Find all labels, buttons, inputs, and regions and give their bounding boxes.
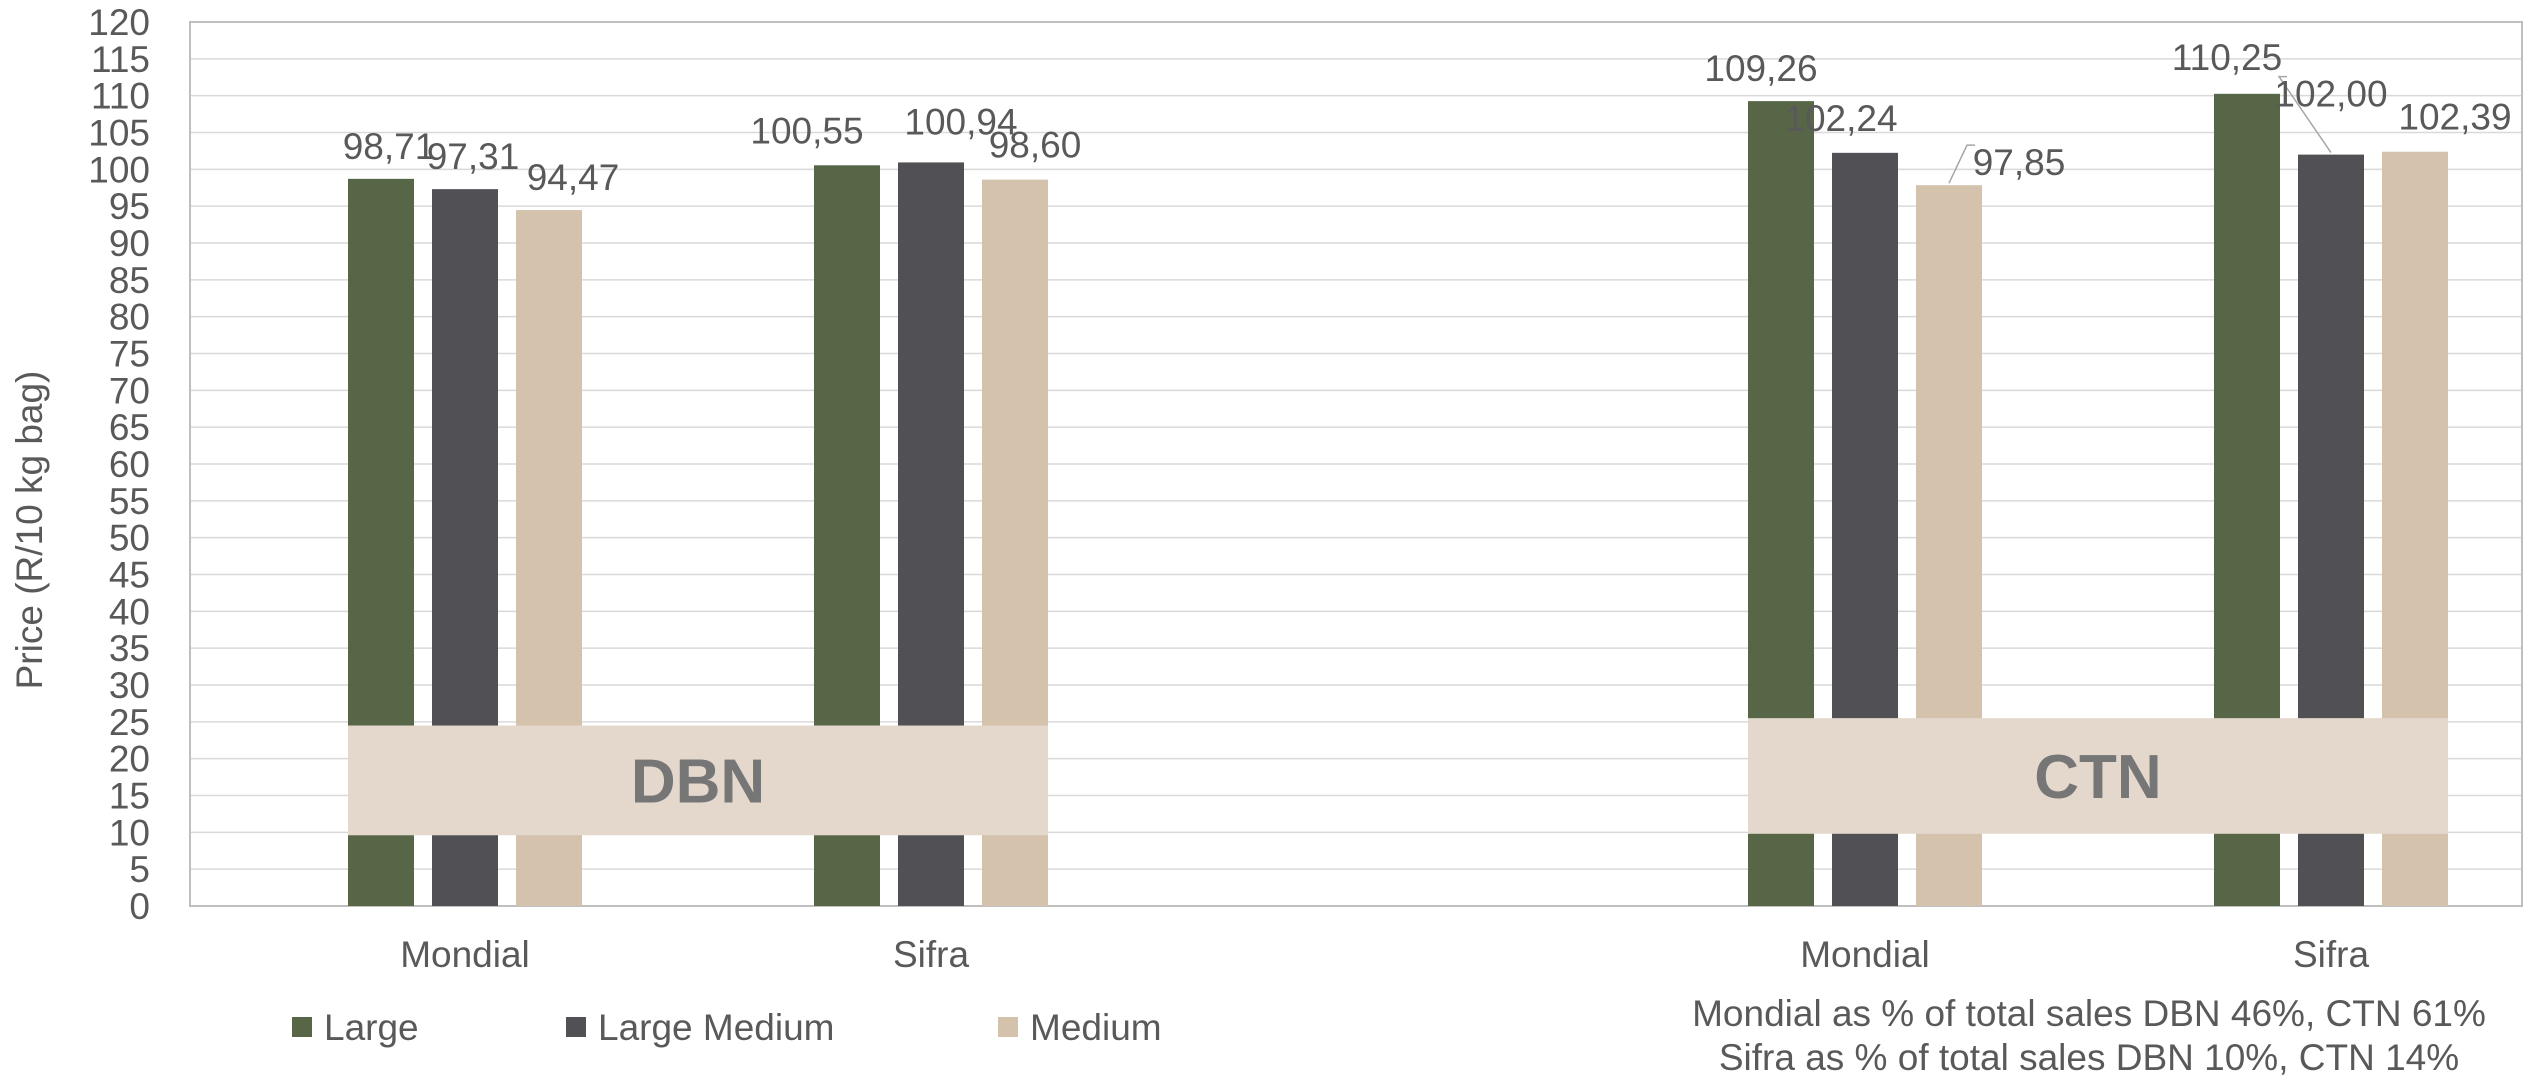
plot-border [189,21,2523,907]
data-label: 97,31 [427,136,520,177]
data-label: 98,60 [989,125,1082,166]
category-label: Mondial [400,934,530,975]
y-tick-label: 110 [91,76,150,117]
y-tick-label: 105 [88,113,150,154]
group-bands: DBN CTN [348,718,2448,836]
y-tick-label: 45 [109,555,150,596]
data-label: 100,55 [750,110,863,151]
y-tick-label: 35 [109,628,150,669]
label-leader-line [1948,144,1975,184]
data-label: 102,39 [2398,97,2511,138]
group-band-dbn [348,725,1048,836]
category-labels: Mondial Sifra Mondial Sifra [400,934,2369,975]
legend-swatch [998,1017,1018,1037]
sales-note: Sifra as % of total sales DBN 10%, CTN 1… [1719,1037,2459,1078]
legend-label: Large Medium [598,1007,835,1048]
data-label: 94,47 [527,157,620,198]
y-tick-label: 115 [91,39,150,80]
category-label: Sifra [2293,934,2370,975]
y-tick-label: 5 [129,849,150,890]
y-tick-label: 10 [109,812,150,853]
y-axis-title: Price (R/10 kg bag) [9,371,50,690]
y-tick-label: 15 [109,776,150,817]
data-label: 100,94 [904,101,1017,142]
y-tick-label: 90 [109,223,150,264]
category-label: Sifra [893,934,970,975]
group-label-dbn: DBN [631,747,765,816]
legend-label: Large [324,1007,419,1048]
data-label: 97,85 [1973,142,2066,183]
y-tick-label: 95 [109,186,150,227]
data-label: 98,71 [343,126,436,167]
y-tick-label: 55 [109,481,150,522]
group-label-ctn: CTN [2034,743,2161,812]
legend-swatch [292,1017,312,1037]
y-tick-label: 65 [109,407,150,448]
y-tick-label: 30 [109,665,150,706]
legend-swatch [566,1017,586,1037]
category-label: Mondial [1800,934,1930,975]
data-label: 102,00 [2274,74,2387,115]
y-tick-label: 80 [109,297,150,338]
y-tick-label: 70 [109,370,150,411]
sales-note: Mondial as % of total sales DBN 46%, CTN… [1692,993,2486,1034]
y-tick-label: 60 [109,444,150,485]
y-tick-label: 75 [109,334,150,375]
data-label: 109,26 [1704,48,1817,89]
y-tick-label: 25 [109,702,150,743]
y-tick-label: 50 [109,518,150,559]
legend-label: Medium [1030,1007,1162,1048]
y-tick-label: 85 [109,260,150,301]
y-tick-label: 120 [88,2,150,43]
y-tick-label: 100 [88,149,150,190]
axes [189,21,2523,907]
legend: Large Large Medium Medium [292,1007,1162,1048]
y-tick-label: 0 [129,886,150,927]
y-tick-label: 40 [109,591,150,632]
label-leader-line [2277,75,2332,154]
data-label: 102,24 [1784,98,1897,139]
data-label: 110,25 [2172,37,2282,78]
sales-notes: Mondial as % of total sales DBN 46%, CTN… [1692,993,2486,1078]
y-tick-label: 20 [109,739,150,780]
group-band-ctn [1748,718,2448,834]
